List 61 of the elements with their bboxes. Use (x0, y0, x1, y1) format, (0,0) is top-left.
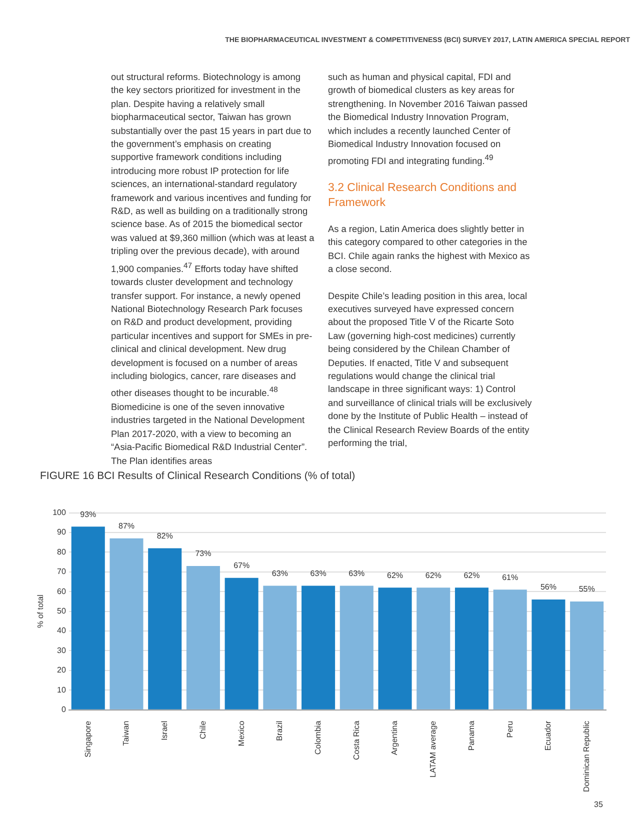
data-label: 62% (464, 570, 480, 580)
bar (378, 588, 412, 710)
x-tick-label: Israel (160, 720, 170, 740)
y-tick-label: 20 (57, 666, 66, 675)
data-label: 62% (425, 570, 442, 580)
y-tick-label: 10 (57, 685, 66, 694)
y-tick-label: 0 (61, 705, 66, 714)
bar (454, 588, 488, 710)
bar (493, 590, 527, 710)
y-tick-label: 50 (57, 606, 66, 616)
x-tick-label: Chile (198, 720, 208, 740)
x-tick-label: Brazil (275, 720, 284, 741)
data-label: 63% (272, 568, 288, 578)
text: As a region, Latin America does slightly better in this category compared to other categories in the BCI. Chile again ranks the highest with Mexico as a close second. (328, 222, 531, 276)
text: 3.2 Clinical Research Conditions and Framework (328, 180, 518, 211)
data-label: 61% (502, 572, 518, 582)
x-tick-label: Singapore (83, 720, 92, 758)
text: out structural reforms. Biotechnology is among the key sectors prioritized for investment in the plan. Despite having a relatively small biopharmaceutical sector, Taiwan has grown substantially over the past 15 years in part due to the government’s emphasis on creating supportive framework conditions including introducing more robust IP protection for life sciences, an international-standard regulatory framework and various incentives and funding for R&D, as well as building on a traditionally strong science base. As of 2015 the biomedical sector was valued at $9,360 million (which was at least a tripling over the previous decade), with around 1,900 companies.$^{47}$ Efforts today have shifted towards cluster development and technology transfer support. For instance, a newly opened National Biotechnology Research Park focuses on R&D and product development, providing particular incentives and support for SMEs in pre-clinical and clinical development. New drug development is focused on a number of areas including biologics, cancer, rare diseases and other diseases thought to be incurable.$^{48}$ Biomedicine is one of the seven innovative industries targeted in the National Development Plan 2017-2020, with a view to becoming an “Asia-Pacific Biomedical R&D Industrial Center”. The Plan identifies areas (111, 72, 314, 466)
bar (416, 588, 450, 710)
bar (110, 538, 144, 710)
data-label: 62% (387, 570, 404, 580)
bar (224, 578, 258, 710)
bar (340, 586, 374, 710)
bar (570, 601, 604, 710)
data-label: 67% (234, 561, 250, 570)
x-tick-label: LATAM average (428, 720, 438, 778)
bar (71, 526, 105, 710)
x-tick-label: Argentina (390, 720, 400, 756)
x-tick-label: Taiwan (122, 720, 131, 746)
bar (263, 586, 297, 710)
x-tick-label: Peru (505, 720, 514, 738)
y-tick-label: 70 (57, 567, 66, 576)
data-label: 55% (578, 584, 595, 594)
text: such as human and physical capital, FDI and growth of biomedical clusters as key areas for strengthening. In November 2016 Taiwan passed the Biomedical Industry Innovation Program, which includes a recently launched Center of Biomedical Industry Innovation focused on promoting FDI and integrating funding.$^{49}$ (328, 71, 529, 168)
text: Despite Chile’s leading position in this area, local executives surveyed have expressed concern about the proposed Title V of the Ricarte Soto Law (governing high-cost medicines) currently being considered by the Chilean Chamber of Deputies. If enacted, Title V and subsequent regulations would change the clinical trial landscape in three significant ways: 1) Control and surveillance of clinical trials will be exclusively done by the Institute of Public Health – instead of the Clinical Research Review Boards of the entity performing the trial, (328, 290, 532, 448)
chart-title: FIGURE 16 BCI Results of Clinical Research Conditions (% of total) (40, 470, 356, 482)
x-tick-label: Mexico (236, 720, 246, 746)
data-label: 63% (310, 568, 326, 578)
data-label: 93% (80, 510, 96, 519)
bar (302, 586, 336, 710)
y-tick-label: 60 (57, 586, 66, 596)
x-tick-label: Panama (466, 720, 476, 751)
x-tick-label: Colombia (313, 720, 322, 755)
bar (186, 566, 220, 710)
x-tick-label: Costa Rica (352, 720, 361, 760)
data-label: 56% (540, 582, 556, 592)
x-tick-label: Ecuador (544, 720, 553, 751)
y-tick-label: 90 (57, 528, 66, 537)
text: 35 (594, 800, 603, 809)
data-label: 82% (156, 531, 173, 540)
y-tick-label: 100 (52, 508, 66, 518)
data-label: 87% (118, 522, 134, 531)
data-label: 73% (195, 549, 212, 558)
y-tick-label: 40 (57, 626, 66, 636)
y-tick-label: 30 (57, 646, 66, 655)
y-axis-title: % of total (36, 594, 46, 628)
data-label: 63% (348, 568, 365, 578)
bar (532, 600, 566, 710)
bar (148, 548, 182, 710)
y-tick-label: 80 (57, 547, 66, 556)
x-tick-label: Dominican Republic (582, 720, 592, 792)
